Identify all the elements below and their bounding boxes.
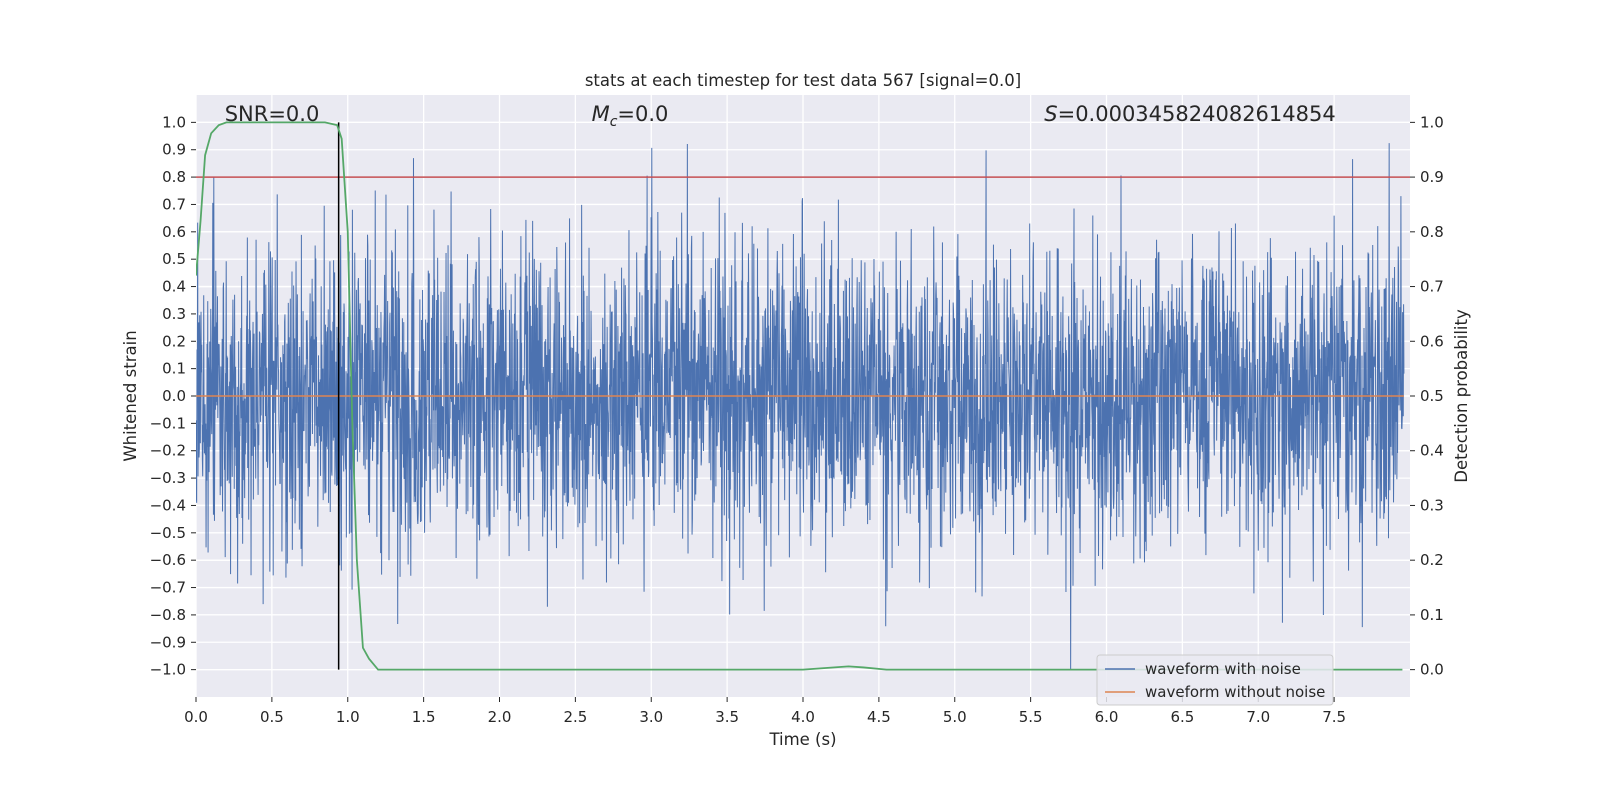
y-tick-label: 1.0 — [162, 113, 186, 131]
x-tick-label: 7.0 — [1246, 708, 1270, 726]
legend-box — [1096, 654, 1334, 706]
y-tick-label: −0.2 — [150, 442, 186, 460]
x-tick-label: 5.5 — [1019, 708, 1043, 726]
mc-subscript: c — [610, 114, 618, 130]
y2-tick-label: 0.7 — [1420, 278, 1444, 296]
s-symbol: S — [1044, 102, 1057, 126]
x-tick-label: 4.0 — [791, 708, 815, 726]
y2-tick-label: 0.4 — [1420, 442, 1444, 460]
y-axis-ticks: −1.0 −0.9 −0.8 −0.7 −0.6 −0.5 −0.4 −0.3 −0.2 −0.1… — [150, 113, 196, 679]
x-tick-label: 2.5 — [563, 708, 587, 726]
y-tick-label: 0.5 — [162, 250, 186, 268]
y2-axis-ticks: 0.0 0.1 0.2 0.3 0.4 0.5 0.6 0.7 0.8 0.9 1.0 — [1410, 113, 1444, 679]
y-tick-label: 0.6 — [162, 223, 186, 241]
x-tick-label: 7.5 — [1322, 708, 1346, 726]
x-axis-label: Time (s) — [768, 730, 836, 749]
y-tick-label: −0.8 — [150, 606, 186, 624]
y-tick-label: 0.1 — [162, 360, 186, 378]
y-tick-label: −0.1 — [150, 414, 186, 432]
y-tick-label: 0.7 — [162, 195, 186, 213]
y2-tick-label: 0.9 — [1420, 168, 1444, 186]
x-tick-label: 5.0 — [943, 708, 967, 726]
y-tick-label: −0.3 — [150, 469, 186, 487]
y-tick-label: 0.0 — [162, 387, 186, 405]
x-tick-label: 0.0 — [184, 708, 208, 726]
x-axis-ticks: 0.0 0.5 1.0 1.5 2.0 2.5 3.0 3.5 4.0 4.5 5.0 5.5 6.0 6… — [184, 697, 1346, 726]
chart-title: stats at each timestep for test data 567… — [585, 71, 1021, 90]
y-tick-label: 0.2 — [162, 332, 186, 350]
y2-axis-label: Detection probability — [1452, 309, 1471, 483]
y-tick-label: 0.8 — [162, 168, 186, 186]
legend: waveform with noise waveform without noi… — [1096, 654, 1334, 706]
y2-tick-label: 1.0 — [1420, 113, 1444, 131]
y-tick-label: −0.5 — [150, 524, 186, 542]
x-tick-label: 2.0 — [488, 708, 512, 726]
x-tick-label: 4.5 — [867, 708, 891, 726]
y2-tick-label: 0.8 — [1420, 223, 1444, 241]
y2-tick-label: 0.1 — [1420, 606, 1444, 624]
y-tick-label: −0.6 — [150, 551, 186, 569]
y-tick-label: −0.7 — [150, 579, 186, 597]
y-tick-label: −0.4 — [150, 496, 186, 514]
series-detection-probability — [196, 121, 1403, 671]
annotation-statistic: S=0.000345824082614854 — [1044, 102, 1335, 126]
x-tick-label: 1.5 — [412, 708, 436, 726]
y-axis-label: Whitened strain — [121, 330, 140, 461]
mc-symbol: M — [592, 102, 610, 126]
x-tick-label: 1.0 — [336, 708, 360, 726]
y-tick-label: 0.9 — [162, 141, 186, 159]
legend-label-clean: waveform without noise — [1145, 683, 1325, 701]
plot-area — [196, 121, 1410, 671]
x-tick-label: 0.5 — [260, 708, 284, 726]
y2-tick-label: 0.5 — [1420, 387, 1444, 405]
y2-tick-label: 0.6 — [1420, 332, 1444, 350]
annotation-snr: SNR=0.0 — [225, 102, 320, 126]
legend-label-noise: waveform with noise — [1145, 660, 1301, 678]
x-tick-label: 3.0 — [639, 708, 663, 726]
x-tick-label: 6.0 — [1095, 708, 1119, 726]
y-tick-label: −0.9 — [150, 633, 186, 651]
y-tick-label: −1.0 — [150, 661, 186, 679]
y2-tick-label: 0.3 — [1420, 496, 1444, 514]
x-tick-label: 6.5 — [1170, 708, 1194, 726]
x-tick-label: 3.5 — [715, 708, 739, 726]
s-value: =0.000345824082614854 — [1058, 102, 1336, 126]
mc-value: =0.0 — [617, 102, 668, 126]
annotation-chirp-mass: Mc=0.0 — [592, 102, 669, 130]
series-waveform-with-noise — [196, 143, 1405, 670]
y-tick-label: 0.4 — [162, 278, 186, 296]
y-tick-label: 0.3 — [162, 305, 186, 323]
y2-tick-label: 0.0 — [1420, 661, 1444, 679]
y2-tick-label: 0.2 — [1420, 551, 1444, 569]
